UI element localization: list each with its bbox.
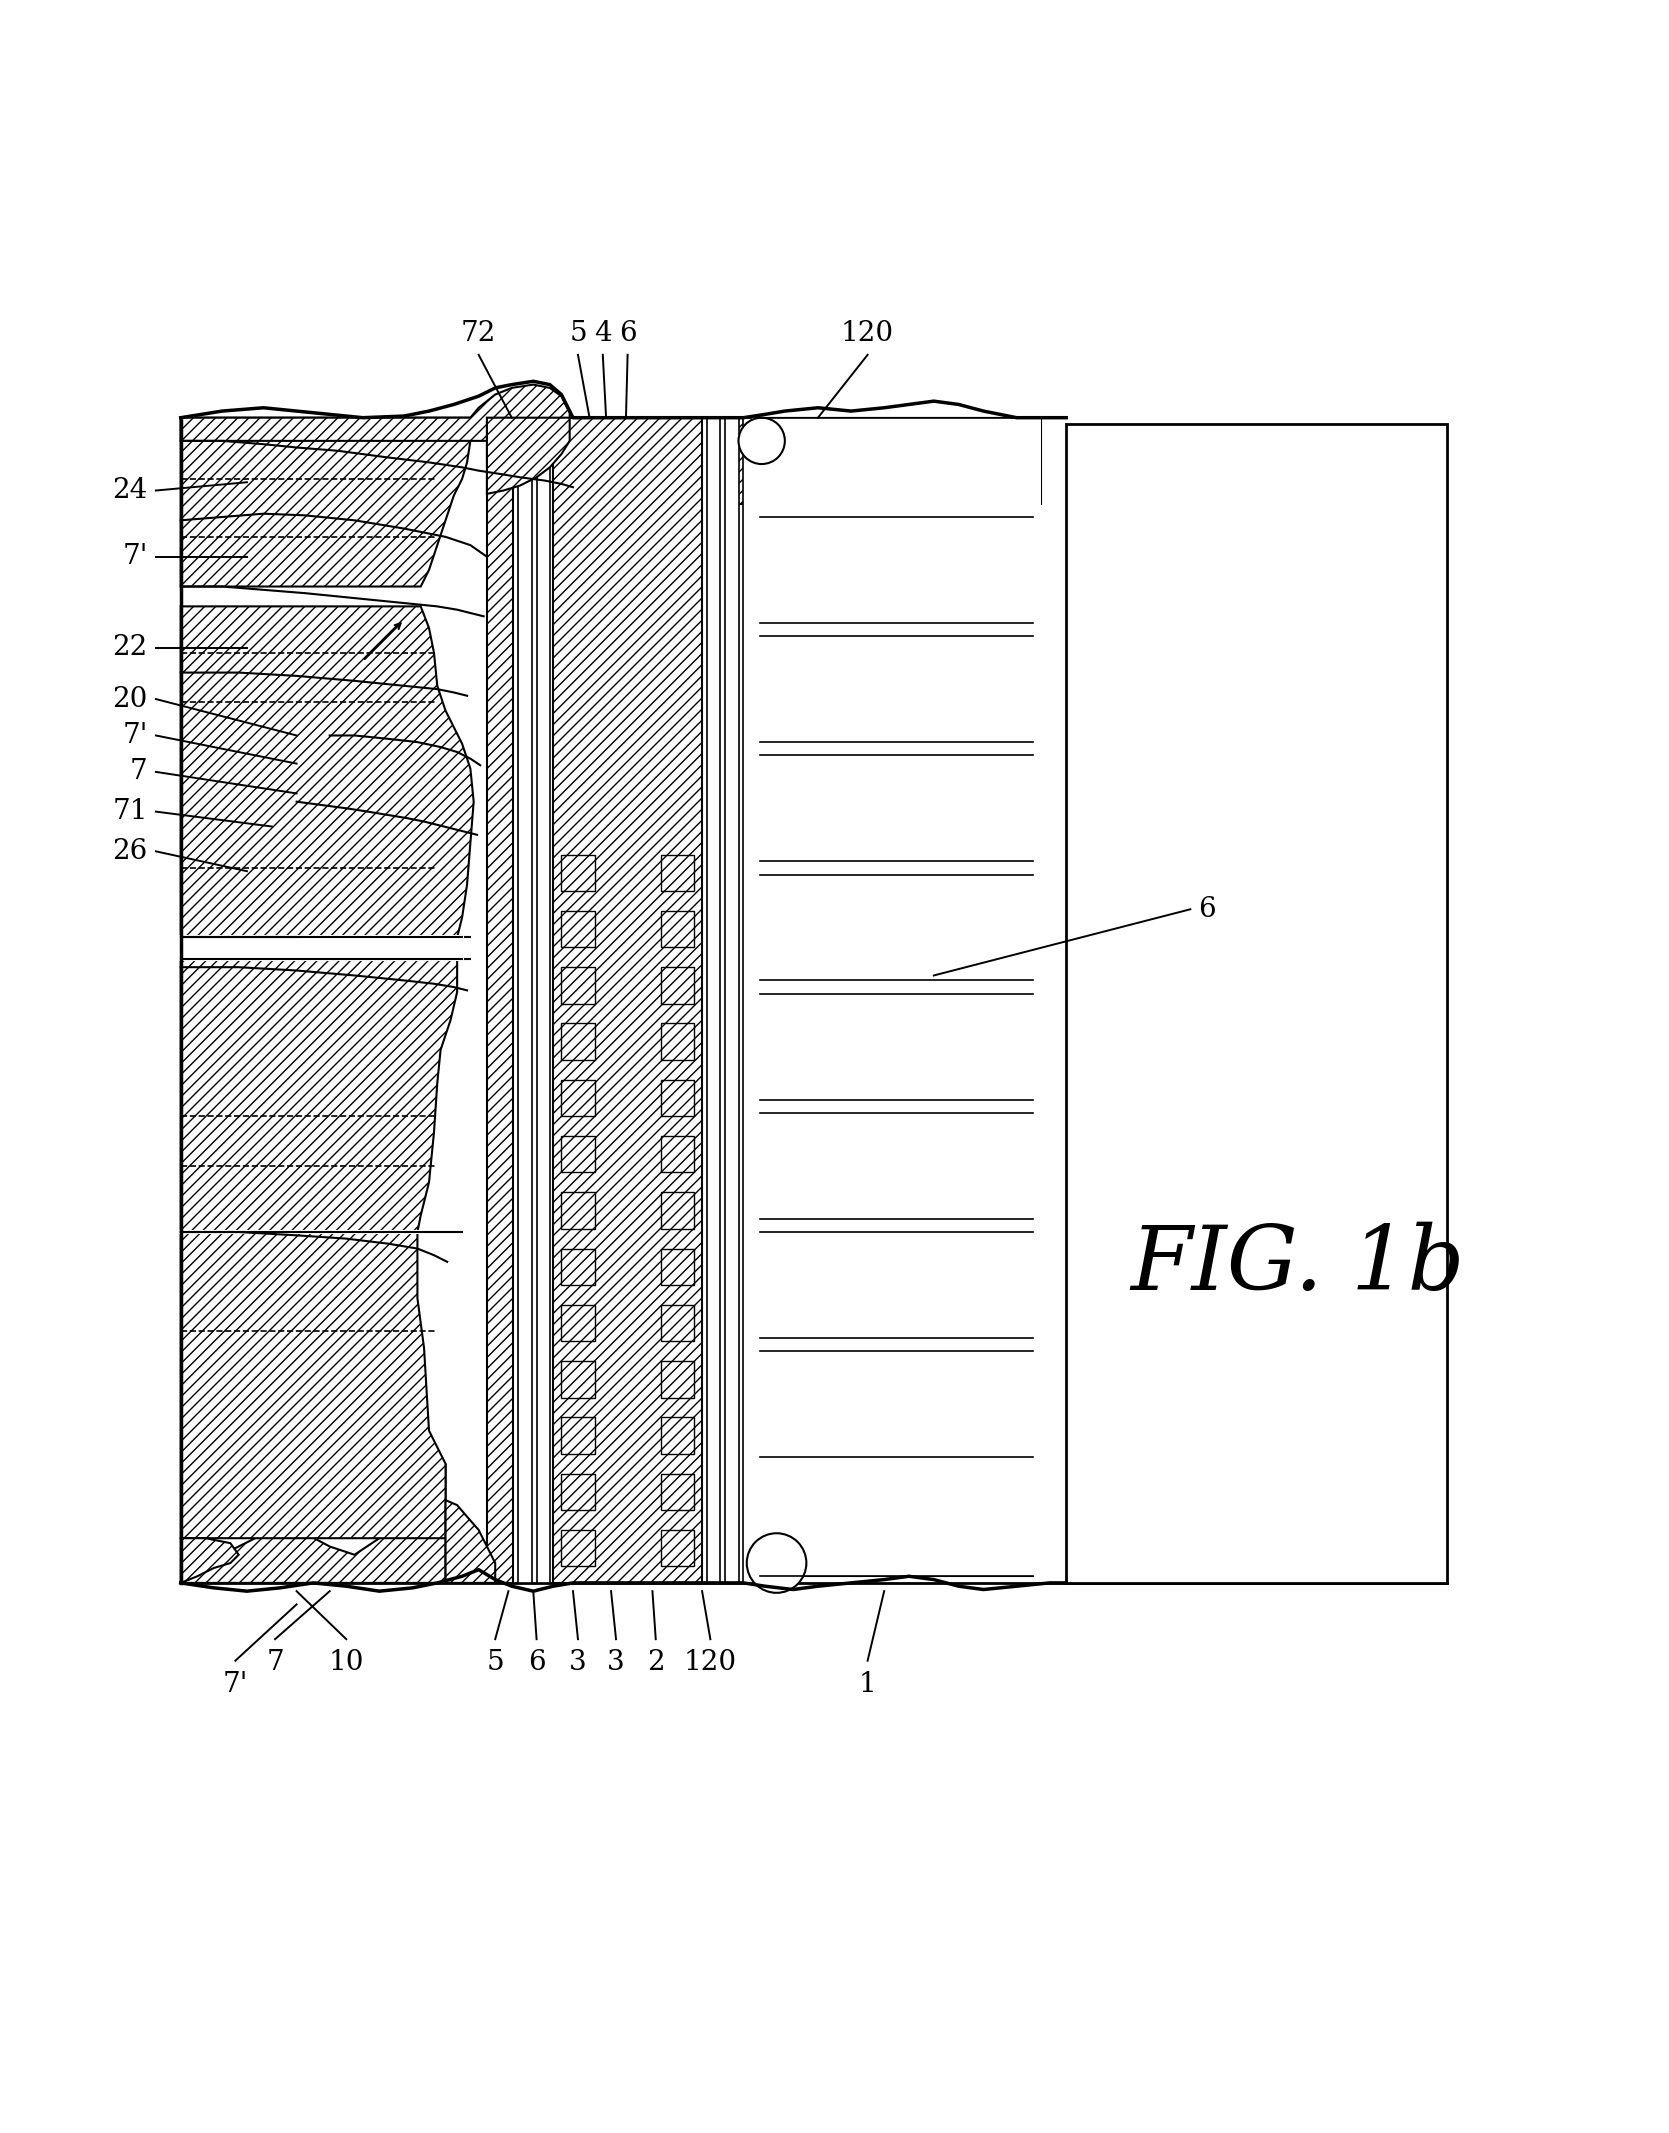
Text: 24: 24 <box>112 478 147 503</box>
Text: 7: 7 <box>265 1649 284 1677</box>
Bar <box>759 1113 1033 1218</box>
Bar <box>536 418 549 1583</box>
Text: 26: 26 <box>112 838 147 864</box>
Bar <box>759 636 1033 742</box>
Circle shape <box>738 418 784 465</box>
Text: 10: 10 <box>329 1649 364 1677</box>
Bar <box>561 855 594 892</box>
Polygon shape <box>180 418 471 587</box>
Polygon shape <box>446 1499 496 1583</box>
Bar <box>561 1079 594 1116</box>
Bar <box>734 418 1041 503</box>
Bar <box>759 1350 1033 1457</box>
Bar <box>751 755 1041 981</box>
Bar <box>708 418 721 1583</box>
Text: 6: 6 <box>527 1649 546 1677</box>
Bar <box>751 516 1041 742</box>
Bar <box>661 1305 694 1342</box>
Bar <box>759 755 1033 862</box>
Text: 120: 120 <box>841 320 895 346</box>
Bar <box>751 1233 1041 1457</box>
Bar <box>661 1474 694 1510</box>
Bar <box>751 418 1041 623</box>
Polygon shape <box>180 960 457 1233</box>
Text: 7: 7 <box>130 759 147 785</box>
Text: 22: 22 <box>112 634 147 661</box>
Bar <box>661 1529 694 1566</box>
Bar <box>561 1474 594 1510</box>
Text: 2: 2 <box>648 1649 664 1677</box>
Bar <box>759 1470 1033 1576</box>
Text: FIG. 1b: FIG. 1b <box>1130 1222 1465 1308</box>
Bar <box>751 1113 1041 1337</box>
Bar <box>661 1024 694 1060</box>
Bar <box>561 911 594 947</box>
Bar <box>561 1248 594 1284</box>
Bar <box>751 636 1041 862</box>
Polygon shape <box>180 1538 239 1583</box>
Bar <box>561 1418 594 1455</box>
Text: 120: 120 <box>684 1649 738 1677</box>
Bar <box>661 855 694 892</box>
Bar <box>561 1361 594 1397</box>
Polygon shape <box>180 384 569 442</box>
Bar <box>561 1192 594 1229</box>
Text: 3: 3 <box>569 1649 587 1677</box>
Bar <box>561 1305 594 1342</box>
Bar <box>561 1137 594 1173</box>
Bar <box>661 966 694 1005</box>
Bar <box>661 1137 694 1173</box>
Polygon shape <box>180 1463 446 1583</box>
Bar <box>759 875 1033 981</box>
Bar <box>751 1350 1041 1576</box>
Bar <box>751 875 1041 1101</box>
Bar <box>759 418 1033 503</box>
Text: 7': 7' <box>122 544 147 570</box>
Text: 1: 1 <box>860 1670 876 1698</box>
Bar <box>661 1248 694 1284</box>
Bar <box>759 994 1033 1101</box>
Bar <box>661 911 694 947</box>
Text: 5: 5 <box>569 320 587 346</box>
Bar <box>487 418 514 1583</box>
Text: 6: 6 <box>619 320 636 346</box>
Circle shape <box>746 1534 806 1593</box>
Text: 20: 20 <box>112 685 147 712</box>
Bar <box>561 966 594 1005</box>
Polygon shape <box>180 1233 446 1538</box>
Text: 71: 71 <box>112 798 147 825</box>
Polygon shape <box>180 606 474 936</box>
Polygon shape <box>487 418 569 495</box>
Text: 7': 7' <box>122 721 147 749</box>
Text: 7': 7' <box>222 1670 249 1698</box>
Bar <box>759 1233 1033 1337</box>
Bar <box>751 994 1041 1218</box>
Text: 6: 6 <box>1198 896 1217 924</box>
Bar <box>661 1361 694 1397</box>
Bar <box>661 1079 694 1116</box>
Bar <box>561 1529 594 1566</box>
Bar <box>552 418 703 1583</box>
Bar <box>726 418 738 1583</box>
Bar <box>759 516 1033 623</box>
Text: 72: 72 <box>461 320 496 346</box>
Text: 4: 4 <box>594 320 611 346</box>
Bar <box>743 418 763 1583</box>
Text: 3: 3 <box>608 1649 624 1677</box>
Bar <box>519 418 532 1583</box>
Bar <box>1066 424 1447 1583</box>
Bar <box>661 1192 694 1229</box>
Text: 5: 5 <box>486 1649 504 1677</box>
Bar <box>661 1418 694 1455</box>
Bar <box>561 1024 594 1060</box>
